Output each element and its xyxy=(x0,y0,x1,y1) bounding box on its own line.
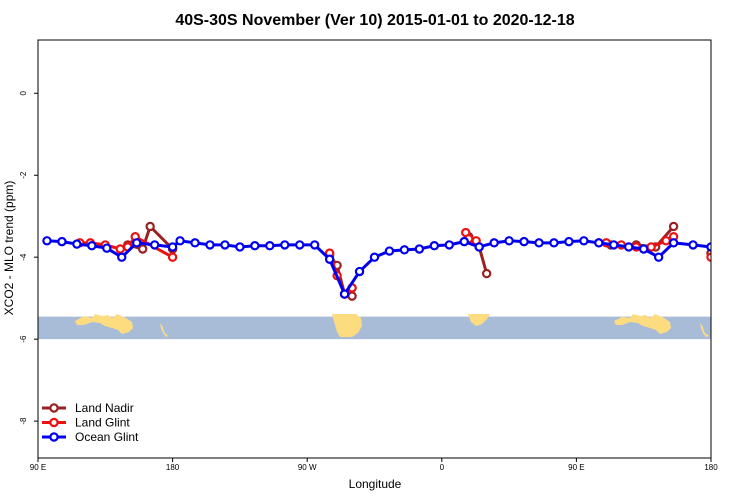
data-point-ocean-glint xyxy=(324,254,335,264)
legend-swatch-marker xyxy=(49,432,59,442)
data-point-ocean-glint xyxy=(132,238,142,248)
y-tick-label: -8 xyxy=(19,417,28,425)
data-point-ocean-glint xyxy=(42,236,52,246)
x-tick-label: 90 W xyxy=(298,463,317,472)
y-tick-label: 0 xyxy=(19,91,28,96)
data-point-ocean-glint xyxy=(594,238,604,248)
data-point-ocean-glint xyxy=(369,252,380,262)
data-point-ocean-glint xyxy=(117,252,127,262)
data-point-ocean-glint xyxy=(167,242,178,252)
data-point-ocean-glint xyxy=(564,236,574,247)
series-land-glint xyxy=(75,227,711,299)
data-point-land-nadir xyxy=(668,221,679,232)
x-tick-label: 180 xyxy=(166,463,180,472)
data-point-ocean-glint xyxy=(175,236,185,246)
data-point-ocean-glint xyxy=(609,240,619,250)
legend-label: Land Glint xyxy=(75,416,130,430)
data-point-ocean-glint xyxy=(57,236,67,247)
plot-frame xyxy=(37,39,712,459)
data-point-ocean-glint xyxy=(549,238,559,248)
data-point-land-glint xyxy=(706,252,711,262)
data-point-ocean-glint xyxy=(295,240,305,250)
legend-item-land-nadir: Land Nadir xyxy=(42,401,134,415)
data-point-ocean-glint xyxy=(579,236,589,246)
data-point-ocean-glint xyxy=(668,238,679,248)
data-point-ocean-glint xyxy=(429,241,440,251)
data-point-ocean-glint xyxy=(624,242,634,252)
land-south-america xyxy=(332,314,362,337)
data-point-ocean-glint xyxy=(653,252,664,262)
data-point-ocean-glint xyxy=(489,238,499,248)
land-australia-1 xyxy=(75,314,133,334)
y-axis: 0 -2 -4 -6 -8 xyxy=(19,91,38,425)
data-point-ocean-glint xyxy=(534,238,544,248)
data-point-ocean-glint xyxy=(354,266,365,277)
data-point-ocean-glint xyxy=(444,240,454,250)
series-land-nadir xyxy=(123,221,711,301)
data-point-ocean-glint xyxy=(190,238,200,248)
land-africa xyxy=(468,314,490,326)
legend-label: Ocean Glint xyxy=(75,430,139,444)
chart-title: 40S-30S November (Ver 10) 2015-01-01 to … xyxy=(175,12,574,29)
data-point-land-nadir xyxy=(137,244,148,254)
legend-label: Land Nadir xyxy=(75,401,134,415)
data-point-ocean-glint xyxy=(102,243,112,253)
map-ocean xyxy=(38,316,711,340)
data-point-land-glint xyxy=(115,244,125,254)
map-strip xyxy=(38,314,711,340)
data-point-land-glint xyxy=(646,242,656,252)
data-point-ocean-glint xyxy=(309,240,320,250)
data-point-ocean-glint xyxy=(688,240,698,250)
data-point-ocean-glint xyxy=(339,289,350,299)
x-tick-label: 90 E xyxy=(568,463,584,472)
x-axis: 90 E 180 90 W 0 90 E 180 xyxy=(30,458,718,472)
y-tick-label: -6 xyxy=(19,335,28,343)
data-point-ocean-glint xyxy=(250,241,260,251)
data-point-land-nadir xyxy=(145,221,155,232)
x-tick-label: 0 xyxy=(440,463,445,472)
y-axis-label: XCO2 - MLO trend (ppm) xyxy=(2,181,16,316)
data-point-ocean-glint xyxy=(384,246,395,256)
y-tick-label: -2 xyxy=(19,171,28,179)
data-point-ocean-glint xyxy=(706,242,711,252)
data-point-ocean-glint xyxy=(235,242,245,252)
x-tick-label: 90 E xyxy=(30,463,46,472)
y-tick-label: -4 xyxy=(19,253,28,261)
land-nz-2 xyxy=(700,323,709,337)
data-point-ocean-glint xyxy=(72,239,82,249)
data-point-ocean-glint xyxy=(414,244,425,254)
legend-swatch-marker xyxy=(49,417,59,428)
data-point-ocean-glint xyxy=(280,240,290,250)
data-point-ocean-glint xyxy=(504,236,514,246)
data-point-ocean-glint xyxy=(149,240,160,250)
data-point-land-nadir xyxy=(481,268,492,279)
data-point-ocean-glint xyxy=(519,236,529,247)
x-tick-label: 180 xyxy=(704,463,718,472)
legend-swatch-marker xyxy=(49,403,59,413)
land-australia-2 xyxy=(614,314,671,334)
series-ocean-glint xyxy=(42,236,711,299)
series-layer xyxy=(42,221,711,301)
data-point-ocean-glint xyxy=(459,236,469,247)
data-point-ocean-glint xyxy=(87,241,97,251)
data-point-land-glint xyxy=(167,252,178,262)
legend-item-land-glint: Land Glint xyxy=(42,416,130,430)
data-point-land-nadir xyxy=(347,291,357,301)
land-nz-1 xyxy=(160,323,168,337)
data-point-ocean-glint xyxy=(265,241,275,251)
data-point-land-glint xyxy=(661,236,671,246)
x-axis-label: Longitude xyxy=(349,477,402,491)
data-point-ocean-glint xyxy=(639,244,649,254)
data-point-ocean-glint xyxy=(474,242,484,252)
data-point-ocean-glint xyxy=(399,245,410,255)
data-point-ocean-glint xyxy=(220,240,230,250)
legend-item-ocean-glint: Ocean Glint xyxy=(42,430,139,444)
data-point-ocean-glint xyxy=(205,240,215,250)
